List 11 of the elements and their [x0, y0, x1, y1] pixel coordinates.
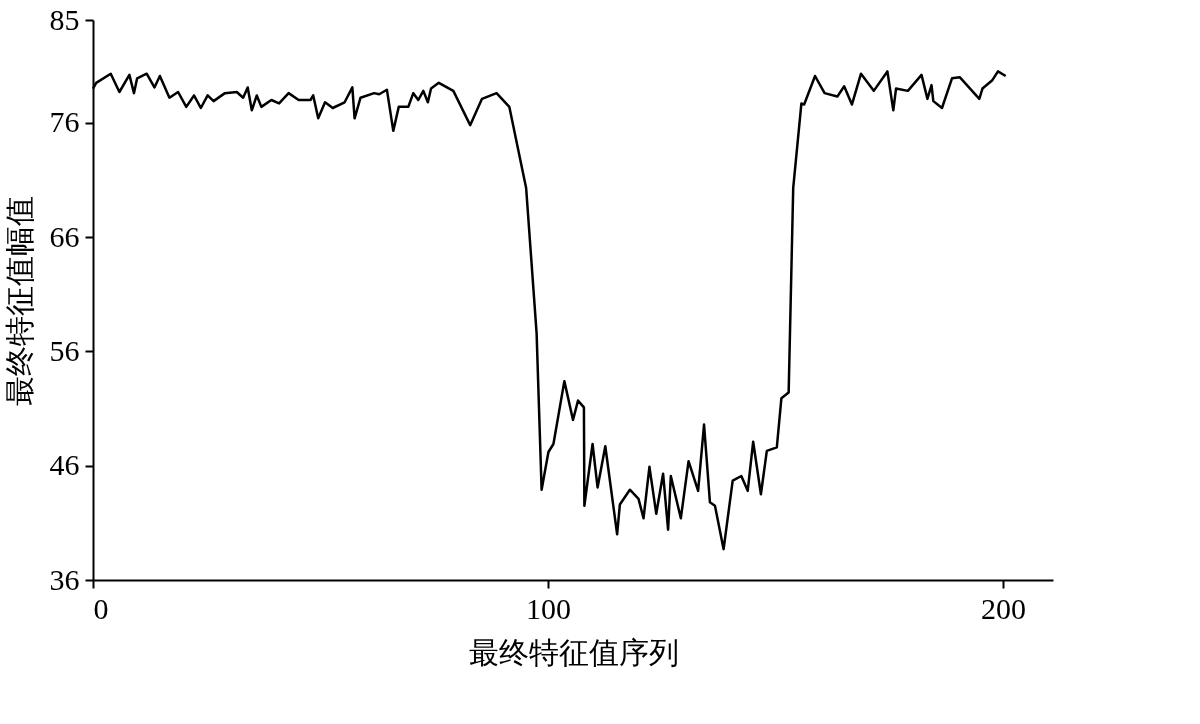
x-axis-title: 最终特征值序列 [468, 635, 679, 669]
x-tick-label: 0 [93, 591, 109, 625]
y-tick-label: 36 [49, 562, 80, 596]
x-tick-label: 200 [980, 591, 1026, 625]
y-axis-title: 最终特征值幅值 [2, 195, 36, 406]
y-tick-label: 76 [49, 105, 80, 139]
x-tick-label: 100 [525, 591, 571, 625]
y-tick-label: 56 [49, 333, 80, 367]
y-tick-label: 46 [49, 448, 80, 482]
y-tick-label: 85 [49, 2, 80, 36]
y-tick-label: 66 [49, 219, 80, 253]
